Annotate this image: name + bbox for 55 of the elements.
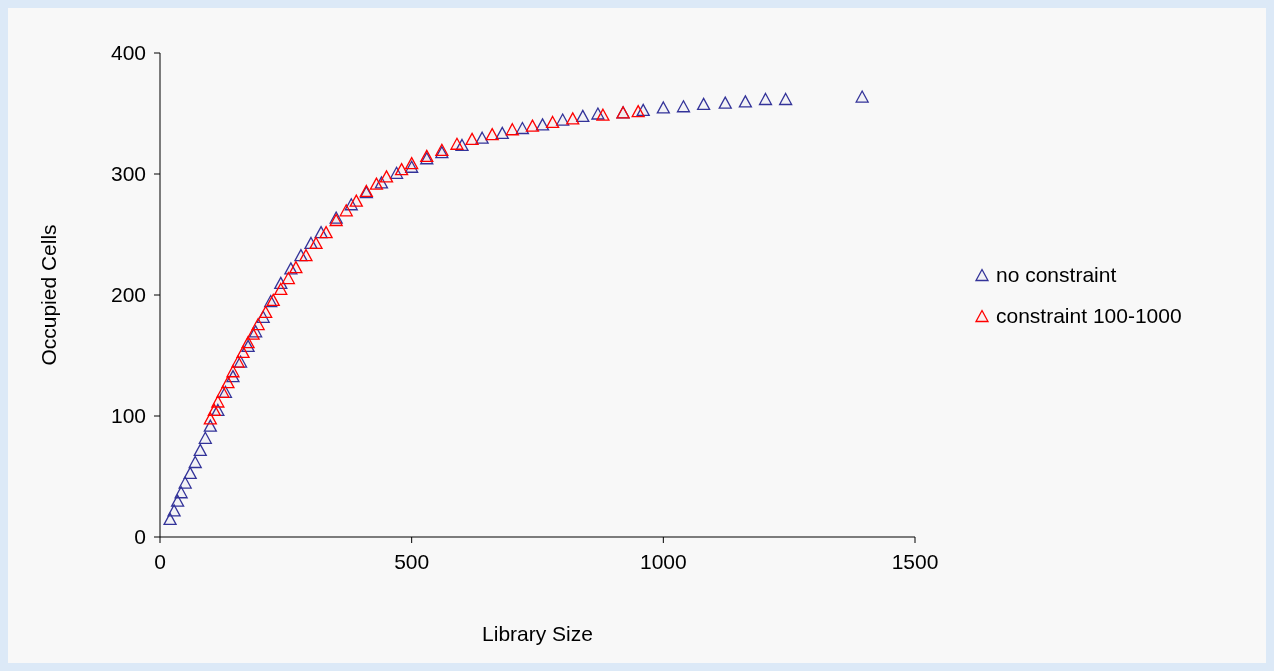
point [289,261,303,274]
point [198,431,212,444]
point [738,95,753,108]
x-tick-label: 0 [154,550,166,573]
x-axis-title: Library Size [482,622,593,645]
point [505,123,519,136]
point [251,317,265,331]
y-tick-label: 100 [110,404,146,427]
point [274,282,288,296]
point [394,163,409,176]
point [450,137,464,150]
point [631,104,645,118]
point [309,236,323,250]
point [656,101,670,114]
y-axis-title: Occupied Cells [37,224,60,366]
point [576,109,590,123]
x-tick-label: 1500 [891,550,939,573]
point [259,305,273,319]
point [299,248,313,262]
point [379,170,394,183]
point [236,345,250,359]
point [758,92,773,106]
point [495,126,509,140]
point [778,92,793,106]
point [465,132,479,146]
point [596,108,610,121]
point [188,455,202,469]
point [281,271,295,285]
point [193,443,207,457]
y-tick-label: 400 [110,41,146,64]
point [855,90,869,103]
point [556,113,570,126]
point [696,97,711,110]
x-tick-label: 1000 [639,550,687,573]
point [535,118,550,131]
y-tick-label: 300 [110,162,146,185]
point [515,121,530,135]
point [475,131,489,144]
point [339,204,353,217]
point [525,119,540,132]
point [349,194,363,207]
point [369,177,384,190]
point [319,225,333,239]
point [183,466,197,480]
point [221,375,235,389]
point [566,112,580,125]
point [676,100,691,113]
legend-label: constraint 100-1000 [996,304,1182,327]
legend-label: no constraint [996,263,1117,286]
point [485,127,499,141]
x-tick-label: 500 [394,550,430,573]
y-tick-label: 200 [110,283,146,306]
y-tick-label: 0 [134,525,146,548]
point [545,115,560,129]
point [718,96,732,109]
